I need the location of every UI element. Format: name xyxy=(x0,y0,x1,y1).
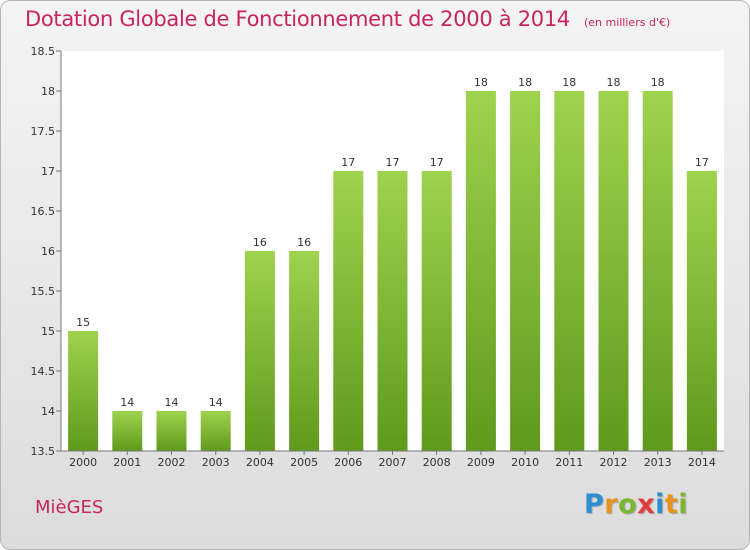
bar-2000 xyxy=(68,331,99,451)
data-label-2007: 17 xyxy=(386,156,400,169)
y-tick-label: 15.5 xyxy=(31,285,56,298)
data-label-2011: 18 xyxy=(562,76,576,89)
logo-letter: t xyxy=(664,489,679,520)
y-tick-label: 13.5 xyxy=(31,445,56,458)
x-tick-label-2006: 2006 xyxy=(334,456,362,469)
bar-2003 xyxy=(200,411,231,451)
data-label-2008: 17 xyxy=(430,156,444,169)
x-tick-label-2010: 2010 xyxy=(511,456,539,469)
x-tick-label-2001: 2001 xyxy=(113,456,141,469)
data-label-2001: 14 xyxy=(120,396,134,409)
bars-group: 15 14 14 14 16 16 17 17 17 18 18 18 18 18 17 xyxy=(68,76,717,451)
bar-2001 xyxy=(112,411,143,451)
x-tick-label-2009: 2009 xyxy=(467,456,495,469)
y-axis: 13.5 14 14.5 15 15.5 16 16.5 17 17.5 18 18.5 xyxy=(31,45,61,458)
bar-2010 xyxy=(510,91,541,451)
logo-letter: r xyxy=(604,489,619,520)
data-label-2006: 17 xyxy=(341,156,355,169)
bar-2012 xyxy=(598,91,629,451)
logo-letter: x xyxy=(637,489,656,520)
x-tick-label-2005: 2005 xyxy=(290,456,318,469)
bar-2009 xyxy=(465,91,496,451)
y-tick-label: 18.5 xyxy=(31,45,56,58)
bar-2005 xyxy=(289,251,320,451)
bar-2004 xyxy=(244,251,275,451)
bar-2011 xyxy=(554,91,585,451)
y-tick-label: 16.5 xyxy=(31,205,56,218)
x-tick-label-2008: 2008 xyxy=(423,456,451,469)
bar-2013 xyxy=(642,91,673,451)
y-tick-label: 18 xyxy=(41,85,55,98)
data-label-2000: 15 xyxy=(76,316,90,329)
y-tick-label: 17 xyxy=(41,165,55,178)
chart-subtitle: (en milliers d'€) xyxy=(583,16,671,29)
x-tick-label-2004: 2004 xyxy=(246,456,274,469)
y-tick-label: 14 xyxy=(41,405,55,418)
data-label-2014: 17 xyxy=(695,156,709,169)
x-tick-label-2011: 2011 xyxy=(555,456,583,469)
x-axis: 2000 2001 2002 2003 2004 2005 2006 2007 2008 2009… xyxy=(69,451,716,469)
logo-letter: i xyxy=(678,489,689,520)
bar-2014 xyxy=(686,171,717,451)
y-tick-label: 14.5 xyxy=(31,365,56,378)
x-tick-label-2014: 2014 xyxy=(688,456,716,469)
chart-title-text: Dotation Globale de Fonctionnement de 20… xyxy=(25,7,570,31)
x-tick-label-2003: 2003 xyxy=(202,456,230,469)
bar-2007 xyxy=(377,171,408,451)
data-label-2002: 14 xyxy=(165,396,179,409)
data-label-2013: 18 xyxy=(651,76,665,89)
data-label-2010: 18 xyxy=(518,76,532,89)
bar-2002 xyxy=(156,411,187,451)
x-tick-label-2000: 2000 xyxy=(69,456,97,469)
data-label-2012: 18 xyxy=(607,76,621,89)
y-tick-label: 16 xyxy=(41,245,55,258)
y-tick-label: 17.5 xyxy=(31,125,56,138)
commune-name: MièGES xyxy=(35,497,104,518)
proxiti-logo: Proxiti xyxy=(584,489,688,520)
x-tick-label-2007: 2007 xyxy=(379,456,407,469)
logo-letter: i xyxy=(655,489,665,520)
x-tick-label-2013: 2013 xyxy=(644,456,672,469)
data-label-2009: 18 xyxy=(474,76,488,89)
logo-letter: o xyxy=(618,489,638,520)
logo-letter: P xyxy=(584,489,605,520)
chart-title: Dotation Globale de Fonctionnement de 20… xyxy=(25,7,670,31)
x-tick-label-2002: 2002 xyxy=(158,456,186,469)
bar-2006 xyxy=(333,171,364,451)
x-tick-label-2012: 2012 xyxy=(600,456,628,469)
data-label-2005: 16 xyxy=(297,236,311,249)
y-tick-label: 15 xyxy=(41,325,55,338)
bar-2008 xyxy=(421,171,452,451)
data-label-2004: 16 xyxy=(253,236,267,249)
data-label-2003: 14 xyxy=(209,396,223,409)
